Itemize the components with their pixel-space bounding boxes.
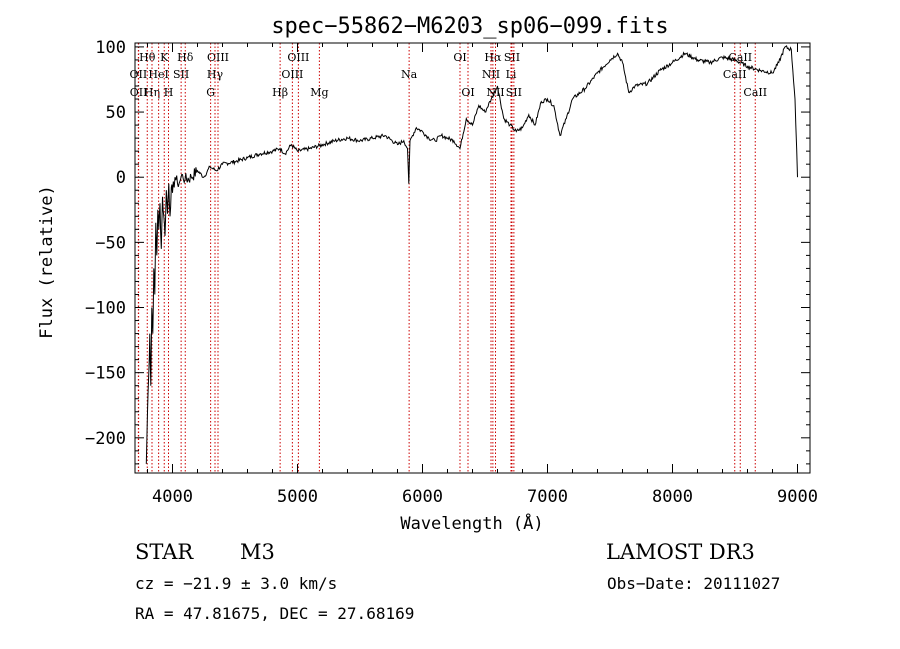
y-tick-label: −150 bbox=[85, 364, 126, 384]
spectral-line-label-5: K bbox=[160, 51, 169, 64]
x-tick-label: 8000 bbox=[652, 487, 693, 507]
y-tick-label: 0 bbox=[116, 168, 126, 188]
spectral-line-label-4: HeI bbox=[148, 68, 168, 81]
spectral-line-label-9: OIII bbox=[207, 51, 229, 64]
x-tick-label: 5000 bbox=[277, 487, 318, 507]
spectral-line-label-7: SII bbox=[173, 68, 189, 81]
y-axis-label: Flux (relative) bbox=[37, 185, 57, 339]
spectral-line-label-0: Hθ bbox=[139, 51, 156, 64]
x-tick-label: 4000 bbox=[152, 487, 193, 507]
spectral-line-label-17: OI bbox=[453, 51, 466, 64]
spectral-line-label-15: Mg bbox=[310, 86, 328, 99]
spectral-line-label-22: SII bbox=[504, 51, 520, 64]
object-subclass: M3 bbox=[240, 540, 275, 564]
y-tick-label: 50 bbox=[106, 103, 126, 123]
spectral-line-label-11: G bbox=[206, 86, 215, 99]
y-tick-label: −200 bbox=[85, 429, 126, 449]
spectral-line-label-18: OI bbox=[461, 86, 474, 99]
spectral-line-label-16: Na bbox=[401, 68, 418, 81]
spectral-line-label-13: OIII bbox=[281, 68, 303, 81]
spectral-line-label-14: OIII bbox=[287, 51, 309, 64]
obs-date: Obs−Date: 20111027 bbox=[607, 574, 781, 593]
spectral-line-label-2: OII bbox=[130, 86, 148, 99]
spectral-line-label-19: Hα bbox=[484, 51, 502, 64]
x-tick-label: 7000 bbox=[527, 487, 568, 507]
spectral-line-label-8: Hδ bbox=[177, 51, 194, 64]
plot-frame bbox=[134, 42, 811, 474]
chart-title: spec−55862−M6203_sp06−099.fits bbox=[271, 14, 668, 39]
spectral-line-label-3: Hη bbox=[144, 86, 160, 99]
object-class: STAR bbox=[135, 540, 194, 564]
spectral-line-label-24: SII bbox=[506, 86, 522, 99]
redshift-text: cz = −21.9 ± 3.0 km/s bbox=[135, 574, 338, 593]
coordinates: RA = 47.81675, DEC = 27.68169 bbox=[135, 604, 415, 623]
spectral-line-label-20: NII bbox=[482, 68, 500, 81]
spectral-line-label-6: H bbox=[164, 86, 174, 99]
spectral-line-label-27: CaII bbox=[743, 86, 767, 99]
spectral-line-label-23: Li bbox=[506, 68, 517, 81]
survey-name: LAMOST DR3 bbox=[606, 540, 755, 564]
y-tick-label: 100 bbox=[95, 38, 126, 58]
spectrum-line bbox=[145, 45, 798, 464]
spectral-line-label-26: CaII bbox=[723, 68, 747, 81]
spectral-line-label-10: Hγ bbox=[207, 68, 224, 81]
y-tick-label: −100 bbox=[85, 299, 126, 319]
spectral-line-label-25: CaII bbox=[728, 51, 752, 64]
x-axis-label: Wavelength (Å) bbox=[400, 512, 543, 534]
x-tick-label: 9000 bbox=[777, 487, 818, 507]
x-tick-label: 6000 bbox=[402, 487, 443, 507]
spectral-line-label-12: Hβ bbox=[272, 86, 288, 99]
y-tick-label: −50 bbox=[95, 233, 126, 253]
